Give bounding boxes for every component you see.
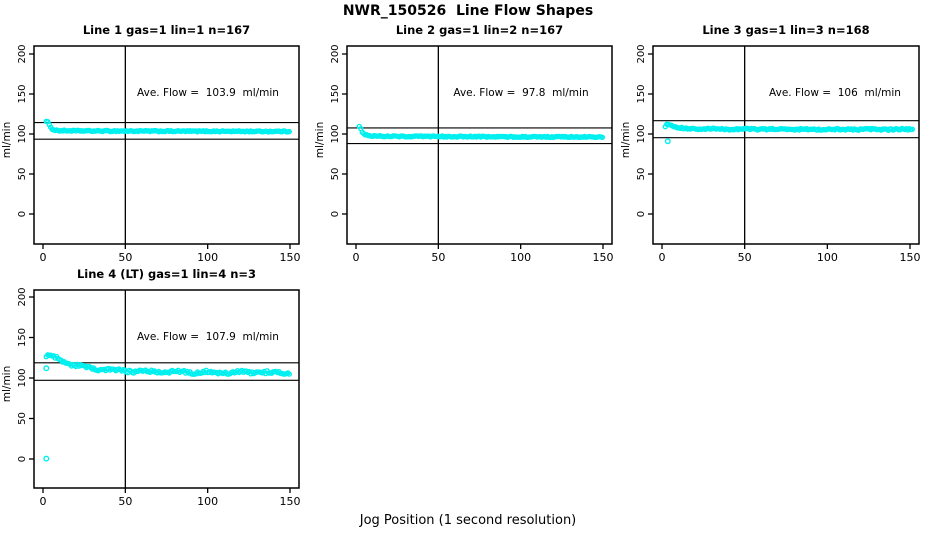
data-point [286,371,292,377]
ave-flow-annotation-line3: Ave. Flow = 106 ml/min [769,87,901,99]
points-group [43,118,292,135]
data-point [286,128,292,135]
subplot-1: 0 50 100 150 0 50 100 150 200 ml/min [1,44,301,264]
points-group [43,352,292,462]
plot-box [33,289,300,489]
x-tick-label: 100 [197,495,218,508]
x-tick-label: 50 [738,251,752,264]
y-tick-label: 200 [17,44,28,63]
x-tick-label: 0 [40,495,47,508]
ave-flow-annotation-line1: Ave. Flow = 103.9 ml/min [137,87,279,99]
y-tick-label: 200 [636,44,647,63]
outlier-point [664,138,671,145]
outlier-point [43,455,50,462]
outlier-point [43,365,50,372]
y-tick-label: 0 [636,211,647,217]
y-tick-label: 100 [330,124,341,143]
data-point [599,134,605,141]
subplot-2: 0 50 100 150 0 50 100 150 200 ml/min [314,44,614,264]
y-axis-label: ml/min [314,122,326,158]
y-tick-label: 100 [17,368,28,387]
y-tick-label: 100 [17,124,28,143]
x-tick-label: 50 [118,495,132,508]
data-point [909,126,915,133]
x-tick-label: 100 [817,251,838,264]
x-tick-label: 150 [280,251,301,264]
x-tick-label: 50 [118,251,132,264]
y-axis-label: ml/min [620,122,632,158]
y-tick-label: 0 [17,456,28,462]
main-title: NWR_150526 Line Flow Shapes [342,3,594,19]
subplot-title-line3: Line 3 gas=1 lin=3 n=168 [702,23,870,37]
y-tick-label: 200 [330,44,341,63]
x-tick-label: 100 [197,251,218,264]
plot-box [652,45,920,245]
ave-flow-annotation-line4: Ave. Flow = 107.9 ml/min [137,331,279,343]
x-tick-label: 100 [510,251,531,264]
subplot-title-line1: Line 1 gas=1 lin=1 n=167 [82,23,251,37]
plot-box [346,45,613,245]
x-axis-label: Jog Position (1 second resolution) [359,513,577,528]
y-tick-label: 50 [636,168,647,181]
x-tick-label: 50 [431,251,445,264]
y-tick-label: 150 [330,84,341,103]
ave-flow-annotation-line2: Ave. Flow = 97.8 ml/min [453,87,589,99]
x-tick-label: 0 [659,251,666,264]
y-tick-label: 0 [330,211,341,217]
y-tick-label: 150 [17,84,28,103]
y-tick-label: 0 [17,211,28,217]
y-tick-label: 50 [17,412,28,425]
points-group [662,121,915,145]
y-tick-label: 50 [17,168,28,181]
x-tick-label: 150 [900,251,921,264]
x-tick-label: 150 [593,251,614,264]
subplot-3: 0 50 100 150 0 50 100 150 200 ml/min [620,44,921,264]
points-group [356,123,605,141]
subplot-4: 0 50 100 150 0 50 100 150 200 ml/min [1,287,301,508]
x-tick-label: 0 [353,251,360,264]
subplot-title-line2: Line 2 gas=1 lin=2 n=167 [395,23,564,37]
y-tick-label: 100 [636,124,647,143]
y-tick-label: 150 [636,84,647,103]
y-tick-label: 50 [330,168,341,181]
plot-box [33,45,300,245]
x-tick-label: 150 [280,495,301,508]
x-tick-label: 0 [40,251,47,264]
y-tick-label: 200 [17,287,28,306]
subplot-title-line4: Line 4 (LT) gas=1 lin=4 n=3 [76,267,257,281]
y-axis-label: ml/min [1,366,13,402]
y-tick-label: 150 [17,328,28,347]
y-axis-label: ml/min [1,122,13,158]
